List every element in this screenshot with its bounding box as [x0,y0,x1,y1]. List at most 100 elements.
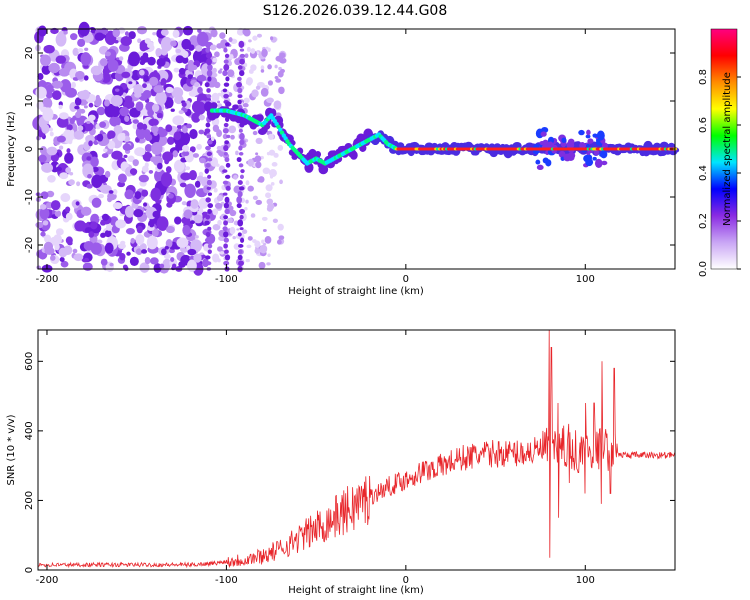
heatmap-cell [210,136,215,142]
y-tick-label: 400 [24,421,35,440]
heatmap-cell [175,48,182,54]
heatmap-cell [260,87,269,97]
heatmap-cell [207,64,213,71]
heatmap-cell [153,85,164,94]
heatmap-cell [110,94,123,107]
heatmap-cell [209,44,217,51]
heatmap-cell [80,52,92,66]
heatmap-cell [91,174,103,189]
heatmap-cell [170,257,175,262]
heatmap-cell [63,30,68,35]
colorbar-tick-label: 0.0 [698,261,709,277]
heatmap-cell [207,192,213,196]
heatmap-cell [39,203,47,210]
heatmap-cell [160,78,167,86]
heatmap-cell [39,207,50,220]
heatmap-cell [181,144,190,152]
y-tick-label: 0 [24,146,35,152]
heatmap-cell [143,202,148,207]
heatmap-cell [40,191,49,200]
spectrogram-x-label: Height of straight line (km) [288,286,424,297]
heatmap-cell [567,138,575,145]
heatmap-cell [108,190,114,194]
heatmap-cell [76,117,85,124]
x-tick-label: 0 [403,274,409,285]
heatmap-cell [129,256,139,266]
heatmap-cell [206,134,212,139]
heatmap-cell [222,88,228,93]
heatmap-cell [223,202,230,209]
snr-y-ticks: 0 200 400 600 [24,352,675,573]
heatmap-cell [161,248,167,256]
heatmap-cell [175,55,184,64]
heatmap-cell [83,257,90,262]
heatmap-cell [272,218,278,224]
heatmap-cell [109,105,121,118]
heatmap-cell [197,86,203,94]
heatmap-cell [41,123,50,134]
heatmap-cell [578,129,585,136]
heatmap-cell [204,237,211,243]
heatmap-cell [130,237,135,244]
heatmap-cell [267,47,271,52]
heatmap-cell [239,227,244,231]
heatmap-cell [50,200,61,211]
heatmap-cell [233,174,238,180]
heatmap-cell [135,248,143,256]
heatmap-cell [58,67,70,77]
heatmap-cell [126,251,131,256]
heatmap-cell [98,193,104,199]
colorbar-tick-label: 0.2 [698,213,709,229]
heatmap-cell [42,107,54,122]
heatmap-cell [586,129,591,136]
heatmap-cell [133,84,143,96]
heatmap-cell [119,56,124,62]
figure-title: S126.2026.039.12.44.G08 [263,3,448,19]
heatmap-cell [250,64,257,71]
spectrogram-y-label: Frequency (Hz) [6,111,17,187]
heatmap-cell [124,31,129,36]
heatmap-cell [243,97,250,104]
heatmap-cell [274,64,278,69]
heatmap-cell [35,221,44,229]
heatmap-cell [238,244,244,248]
heatmap-cell [237,87,243,94]
heatmap-cell [164,245,169,250]
heatmap-cell [277,144,284,151]
heatmap-cell [48,127,54,132]
heatmap-cell [75,111,82,119]
heatmap-cell [100,258,108,266]
heatmap-cell [155,91,167,105]
heatmap-cell [182,126,188,134]
heatmap-cell [216,100,221,104]
heatmap-cell [124,189,134,200]
heatmap-cell [41,64,51,75]
heatmap-cell [214,81,221,89]
heatmap-cell [237,191,243,198]
heatmap-cell [261,48,268,58]
heatmap-cell [44,247,55,255]
heatmap-cell [136,225,143,234]
heatmap-cell [237,232,242,237]
heatmap-cell [186,123,192,129]
heatmap-cell [40,231,46,237]
heatmap-cell [212,208,219,216]
heatmap-cell [55,228,64,236]
heatmap-cell [50,153,59,162]
heatmap-cell [64,152,74,164]
heatmap-cell [152,31,157,36]
heatmap-cell [223,243,228,249]
heatmap-cell [206,140,213,145]
heatmap-cell [165,124,173,133]
heatmap-cell [206,151,213,157]
heatmap-cell [104,51,111,57]
heatmap-cell [184,166,191,171]
heatmap-cell [207,174,212,179]
heatmap-cell [139,262,150,273]
colorbar: 0.0 0.2 0.4 0.6 0.8 Normalized spectral ampl… [698,28,741,277]
heatmap-cell [165,239,173,248]
heatmap-cell [128,51,141,67]
heatmap-cell [216,129,223,138]
heatmap-cell [246,244,252,249]
heatmap-cell [37,25,47,37]
